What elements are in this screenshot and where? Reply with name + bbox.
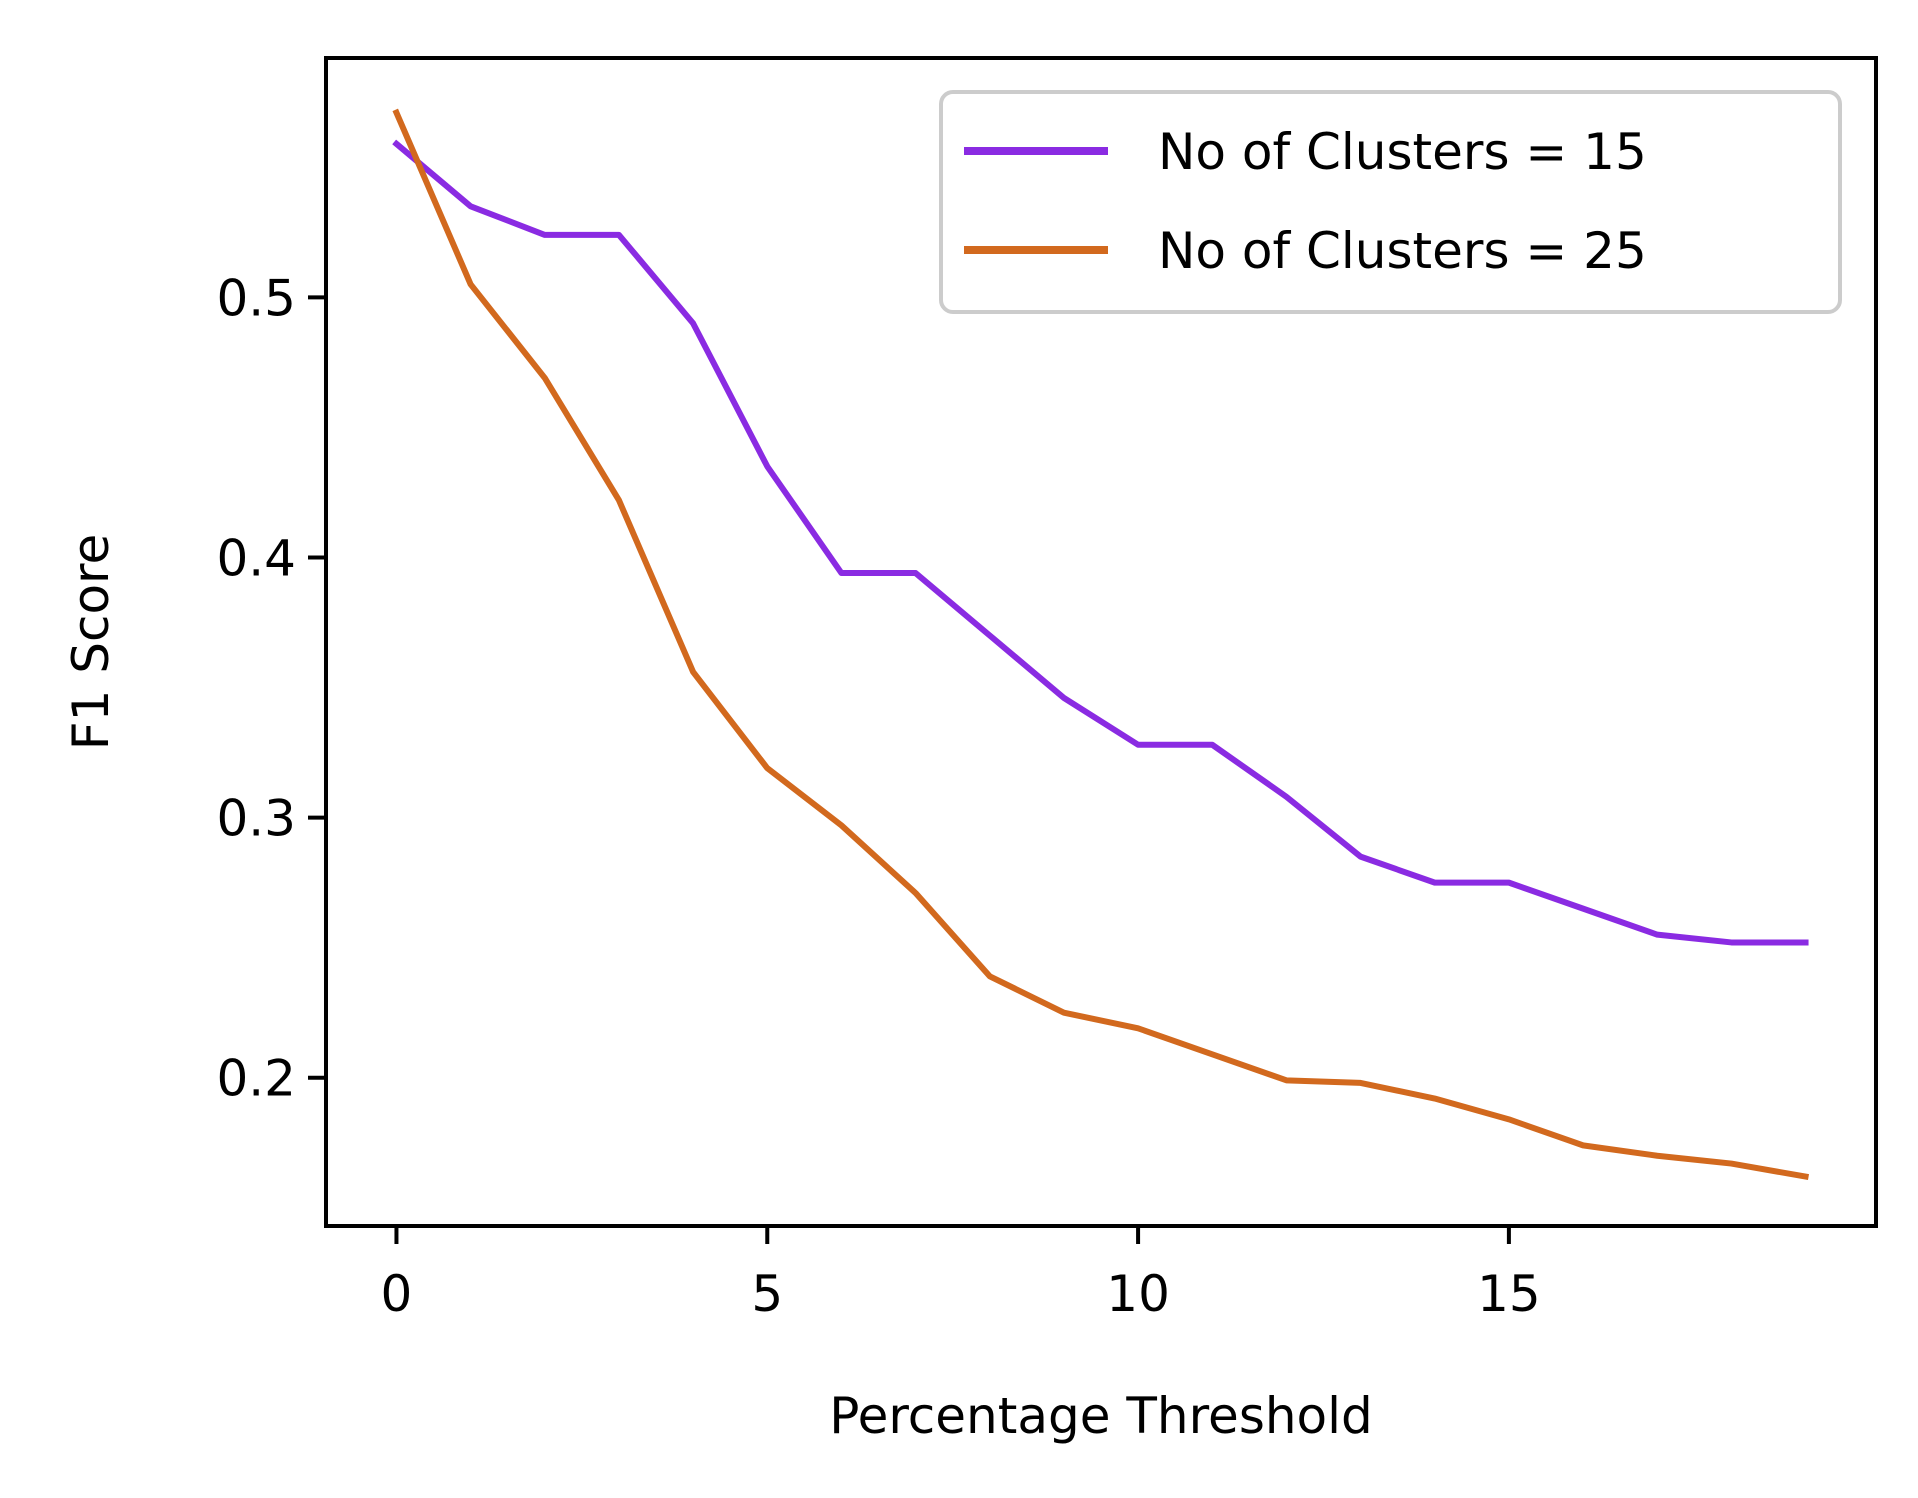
x-tick-label: 15: [1477, 1265, 1541, 1323]
legend-label-series-25: No of Clusters = 25: [1158, 222, 1647, 280]
series-line-0: [392, 139, 1809, 946]
y-tick-label: 0.4: [216, 529, 296, 587]
legend: No of Clusters = 15 No of Clusters = 25: [939, 90, 1842, 314]
x-tick-label: 5: [751, 1265, 783, 1323]
y-tick-label: 0.2: [216, 1050, 296, 1108]
legend-label-series-15: No of Clusters = 15: [1158, 123, 1647, 181]
plot-frame: [324, 56, 1878, 1228]
y-axis-ticks: 0.2 0.3 0.4 0.5: [216, 269, 326, 1108]
x-axis-label: Percentage Threshold: [829, 1387, 1373, 1445]
series-layer: [392, 108, 1810, 1181]
x-axis-ticks: 0 5 10 15: [381, 1226, 1541, 1323]
legend-box: [939, 90, 1842, 314]
y-tick-label: 0.3: [216, 790, 296, 848]
y-tick-label: 0.5: [216, 269, 296, 327]
series-line-1: [392, 108, 1810, 1181]
y-axis-label: F1 Score: [62, 534, 120, 751]
x-tick-label: 10: [1106, 1265, 1170, 1323]
x-tick-label: 0: [381, 1265, 413, 1323]
